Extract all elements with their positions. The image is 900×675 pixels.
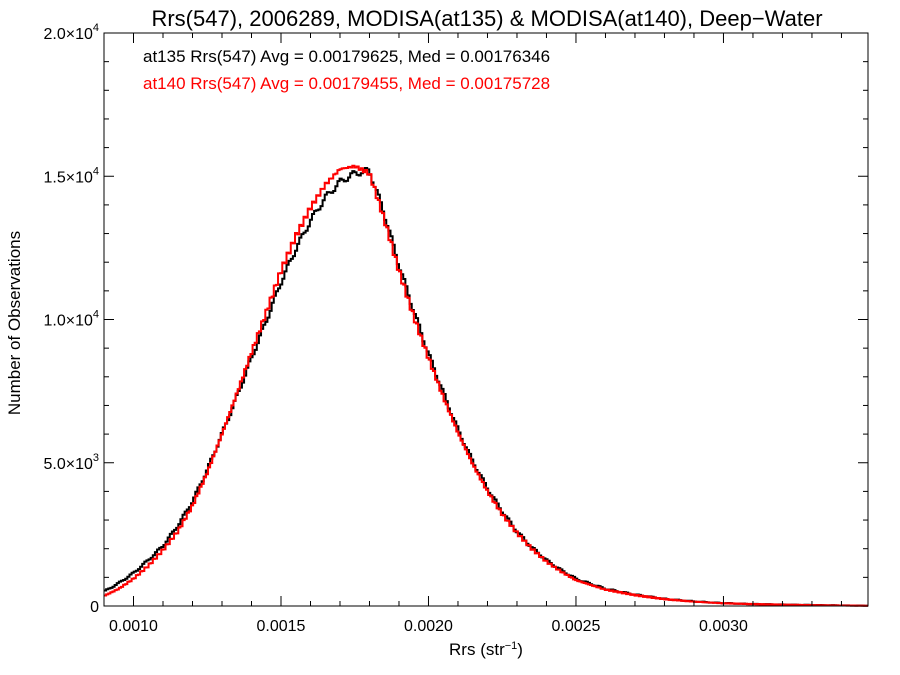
x-tick-label: 0.0020 (404, 618, 453, 635)
plot-frame (103, 32, 869, 607)
annotations: at135 Rrs(547) Avg = 0.00179625, Med = 0… (143, 47, 550, 93)
series-1-line (104, 167, 868, 607)
chart-title: Rrs(547), 2006289, MODISA(at135) & MODIS… (151, 6, 822, 31)
annotation-2: at140 Rrs(547) Avg = 0.00179455, Med = 0… (143, 74, 550, 93)
y-tick-label: 2.0×104 (43, 22, 99, 43)
annotation-1: at135 Rrs(547) Avg = 0.00179625, Med = 0… (143, 47, 550, 66)
y-axis-label: Number of Observations (5, 231, 24, 415)
plot-area (104, 164, 868, 607)
y-tick-label: 0 (90, 599, 99, 616)
x-tick-label: 0.0030 (699, 618, 748, 635)
y-tick-label: 1.5×104 (43, 165, 99, 186)
x-axis-label-end: ) (517, 640, 523, 659)
x-axis-label: Rrs (str−1) (449, 640, 523, 659)
x-axis-label-main: Rrs (str (449, 640, 505, 659)
x-tick-label: 0.0015 (257, 618, 306, 635)
y-tick-label: 5.0×103 (43, 452, 99, 473)
y-tick-label: 1.0×104 (43, 309, 99, 330)
axes: 0.0010 0.0015 0.0020 0.0025 0.0030 0 5.0×103 1.… (43, 22, 868, 635)
x-axis-label-sup: −1 (505, 640, 518, 652)
series-2-line (104, 164, 868, 607)
x-tick-label: 0.0025 (552, 618, 601, 635)
x-tick-label: 0.0010 (109, 618, 158, 635)
